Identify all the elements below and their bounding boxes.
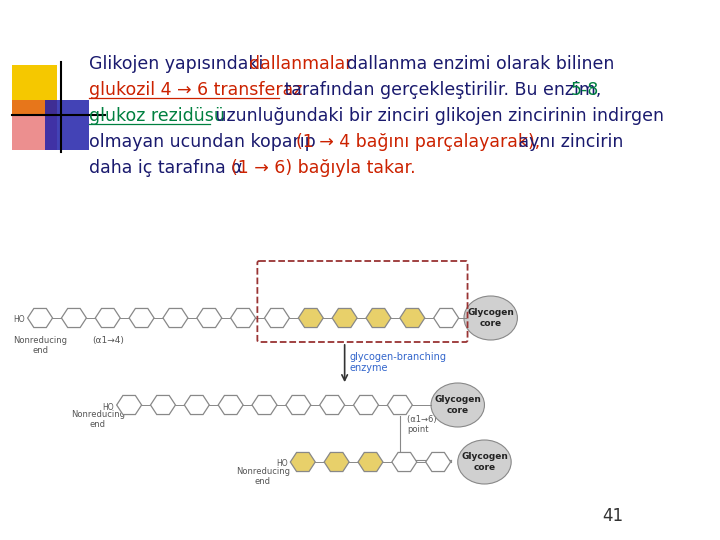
Text: Glycogen
core: Glycogen core (467, 308, 514, 328)
Text: (1 → 6) bağıyla takar.: (1 → 6) bağıyla takar. (231, 159, 415, 177)
Polygon shape (286, 395, 311, 415)
Polygon shape (163, 308, 188, 328)
Text: HO: HO (13, 315, 25, 325)
Text: Nonreducing
end: Nonreducing end (71, 410, 125, 429)
Text: dallanma enzimi olarak bilinen: dallanma enzimi olarak bilinen (341, 55, 615, 73)
Polygon shape (354, 395, 379, 415)
Text: glycogen-branching
enzyme: glycogen-branching enzyme (349, 352, 446, 373)
Polygon shape (290, 453, 315, 471)
Text: Glycogen
core: Glycogen core (434, 395, 481, 415)
Polygon shape (61, 308, 86, 328)
Text: 41: 41 (602, 507, 624, 525)
Text: glukoz rezidüsü: glukoz rezidüsü (89, 107, 225, 125)
Polygon shape (264, 308, 289, 328)
Bar (12, 100, 57, 150)
Text: uzunluğundaki bir zinciri glikojen zincirinin indirgen: uzunluğundaki bir zinciri glikojen zinci… (210, 107, 664, 125)
Ellipse shape (431, 383, 485, 427)
Text: (1 → 4 bağını parçalayarak),: (1 → 4 bağını parçalayarak), (296, 133, 540, 151)
Text: Glikojen yapısındaki: Glikojen yapısındaki (89, 55, 269, 73)
Polygon shape (252, 395, 277, 415)
Text: (α1→6) Branch
point: (α1→6) Branch point (407, 415, 469, 434)
Polygon shape (320, 395, 345, 415)
Polygon shape (332, 308, 357, 328)
Polygon shape (27, 308, 53, 328)
Text: dallanmalar: dallanmalar (249, 55, 353, 73)
Polygon shape (129, 308, 154, 328)
Polygon shape (298, 308, 323, 328)
Polygon shape (218, 395, 243, 415)
Polygon shape (433, 308, 459, 328)
Text: aynı zincirin: aynı zincirin (513, 133, 624, 151)
Text: olmayan ucundan koparıp: olmayan ucundan koparıp (89, 133, 321, 151)
Text: Nonreducing
end: Nonreducing end (13, 336, 67, 355)
Polygon shape (358, 453, 383, 471)
Text: tarafından gerçekleştirilir. Bu enzim,: tarafından gerçekleştirilir. Bu enzim, (279, 81, 607, 99)
Text: HO: HO (276, 460, 288, 469)
Ellipse shape (458, 440, 511, 484)
Polygon shape (400, 308, 425, 328)
Polygon shape (184, 395, 210, 415)
Text: Nonreducing
end: Nonreducing end (235, 467, 289, 487)
Bar (45, 100, 89, 150)
Text: Glycogen
core: Glycogen core (461, 453, 508, 472)
Polygon shape (426, 453, 451, 471)
Polygon shape (392, 453, 417, 471)
Text: glukozil 4 → 6 transferaz: glukozil 4 → 6 transferaz (89, 81, 302, 99)
Polygon shape (324, 453, 349, 471)
Text: 5-8: 5-8 (571, 81, 600, 99)
Text: (α1→4): (α1→4) (92, 336, 124, 345)
Polygon shape (197, 308, 222, 328)
Polygon shape (117, 395, 142, 415)
Text: HO: HO (102, 402, 114, 411)
Polygon shape (387, 395, 413, 415)
Polygon shape (150, 395, 176, 415)
Polygon shape (366, 308, 391, 328)
Ellipse shape (464, 296, 518, 340)
Text: daha iç tarafına α: daha iç tarafına α (89, 159, 248, 177)
Polygon shape (230, 308, 256, 328)
Polygon shape (95, 308, 120, 328)
Bar (12, 65, 57, 115)
